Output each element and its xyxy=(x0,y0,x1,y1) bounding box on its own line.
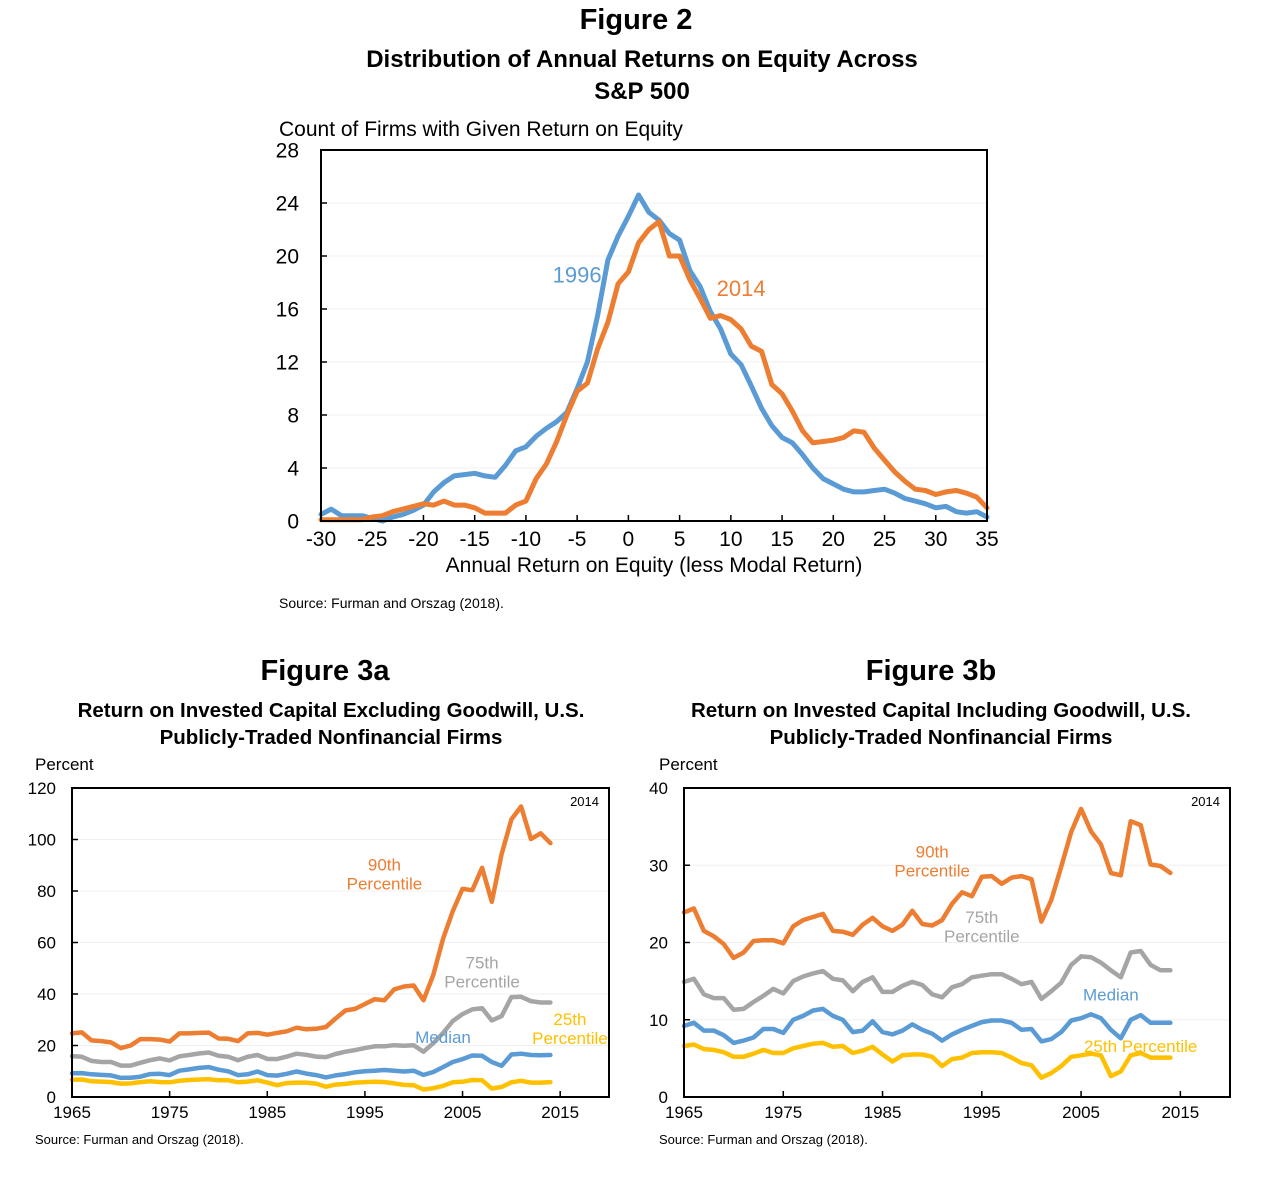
series-label-25th-percentile: Percentile xyxy=(532,1029,608,1048)
x-tick-label: 2005 xyxy=(1062,1103,1100,1122)
x-tick-label: 30 xyxy=(924,528,947,551)
x-tick-label: 1985 xyxy=(248,1103,286,1122)
series-line-75th-percentile xyxy=(681,948,1173,1012)
x-tick-label: -15 xyxy=(460,528,490,551)
x-tick-label: 1975 xyxy=(151,1103,189,1122)
series-label-median: Median xyxy=(415,1028,471,1047)
y-tick-label: 10 xyxy=(649,1011,668,1030)
x-tick-label: 1995 xyxy=(963,1103,1001,1122)
y-tick-label: 20 xyxy=(649,934,668,953)
y-tick-label: 16 xyxy=(276,299,299,322)
series-label-90th-percentile: 90th xyxy=(368,855,401,874)
x-tick-label: 25 xyxy=(873,528,896,551)
y-tick-label: 8 xyxy=(287,405,299,428)
x-tick-label: 2015 xyxy=(1161,1103,1199,1122)
figure3b-title-line1: Return on Invested Capital Including Goo… xyxy=(691,699,1191,722)
y-tick-label: 80 xyxy=(37,882,56,901)
y-tick-label: 28 xyxy=(276,140,299,163)
x-tick-label: 5 xyxy=(674,528,686,551)
figure2-number: Figure 2 xyxy=(579,4,693,36)
series-line-1996 xyxy=(318,192,990,524)
series-line-median xyxy=(69,1051,553,1081)
plot-frame xyxy=(320,149,988,522)
x-tick-label: 1985 xyxy=(864,1103,902,1122)
x-tick-label: -20 xyxy=(408,528,438,551)
y-tick-label: 60 xyxy=(37,934,56,953)
y-tick-label: 20 xyxy=(276,246,299,269)
plot-frame xyxy=(71,787,610,1098)
x-tick-label: 1965 xyxy=(53,1103,91,1122)
corner-note: 2014 xyxy=(1191,794,1220,809)
series-label-75th-percentile: 75th xyxy=(466,953,499,972)
y-tick-label: 120 xyxy=(28,779,56,798)
x-tick-label: 10 xyxy=(719,528,742,551)
figure2-title-line2: S&P 500 xyxy=(594,78,690,105)
figure3b-source: Source: Furman and Orszag (2018). xyxy=(659,1132,868,1147)
figure2-source: Source: Furman and Orszag (2018). xyxy=(279,595,504,611)
series-label-2014: 2014 xyxy=(717,276,766,301)
plot-frame xyxy=(683,787,1231,1098)
y-axis-title: Count of Firms with Given Return on Equi… xyxy=(279,118,683,141)
y-tick-label: 40 xyxy=(649,779,668,798)
series-label-90th-percentile: Percentile xyxy=(894,862,970,881)
x-tick-label: 0 xyxy=(623,528,635,551)
series-label-75th-percentile: Percentile xyxy=(444,972,520,991)
corner-note: 2014 xyxy=(570,794,599,809)
y-tick-label: 12 xyxy=(276,352,299,375)
figure3a-number: Figure 3a xyxy=(260,655,390,687)
series-line-75th-percentile xyxy=(69,994,553,1068)
x-axis-title: Annual Return on Equity (less Modal Retu… xyxy=(446,554,863,577)
y-tick-label: 24 xyxy=(276,193,300,216)
x-tick-label: 1965 xyxy=(665,1103,703,1122)
y-axis-title: Percent xyxy=(659,755,718,774)
y-tick-label: 0 xyxy=(287,511,299,534)
x-tick-label: -25 xyxy=(357,528,387,551)
series-label-75th-percentile: 75th xyxy=(965,908,998,927)
series-line-90th-percentile xyxy=(69,804,553,1051)
figure2-chart: 0 4 8 12 16 20 24 28 -30 -25 -20 -15 -10 -5 0 5 10 15 20 25… xyxy=(276,118,999,577)
y-tick-label: 0 xyxy=(47,1088,56,1107)
figure3a-title-line2: Publicly-Traded Nonfinancial Firms xyxy=(159,726,503,749)
series-line-2014 xyxy=(318,219,990,523)
series-line-90th-percentile xyxy=(681,806,1173,961)
y-tick-label: 40 xyxy=(37,985,56,1004)
series-label-25th-percentile: 25th Percentile xyxy=(1084,1037,1197,1056)
series-label-median: Median xyxy=(1083,985,1139,1004)
series-label-25th-percentile: 25th xyxy=(553,1010,586,1029)
y-tick-label: 0 xyxy=(659,1088,668,1107)
y-tick-label: 4 xyxy=(287,458,299,481)
x-tick-label: 1995 xyxy=(346,1103,384,1122)
series-line-25th-percentile xyxy=(681,1040,1173,1080)
series-label-75th-percentile: Percentile xyxy=(944,927,1020,946)
series-label-90th-percentile: Percentile xyxy=(347,874,423,893)
x-tick-label: 20 xyxy=(822,528,845,551)
figure2-title-line1: Distribution of Annual Returns on Equity… xyxy=(366,46,918,73)
figure3b-title-line2: Publicly-Traded Nonfinancial Firms xyxy=(769,726,1113,749)
series-line-median xyxy=(681,1006,1173,1046)
series-line-25th-percentile xyxy=(69,1076,553,1092)
x-tick-label: -30 xyxy=(306,528,336,551)
series-label-1996: 1996 xyxy=(553,263,602,288)
x-tick-label: -10 xyxy=(511,528,541,551)
figure3a-title-line1: Return on Invested Capital Excluding Goo… xyxy=(77,699,585,722)
x-tick-label: 2015 xyxy=(541,1103,579,1122)
x-tick-label: 15 xyxy=(770,528,793,551)
y-axis-title: Percent xyxy=(35,755,94,774)
x-tick-label: 2005 xyxy=(444,1103,482,1122)
x-tick-label: -5 xyxy=(568,528,587,551)
figure3a-source: Source: Furman and Orszag (2018). xyxy=(35,1132,244,1147)
x-tick-label: 1975 xyxy=(764,1103,802,1122)
y-tick-label: 100 xyxy=(28,831,56,850)
figure3b-number: Figure 3b xyxy=(865,655,997,687)
series-label-90th-percentile: 90th xyxy=(916,843,949,862)
y-tick-label: 20 xyxy=(37,1037,56,1056)
y-tick-label: 30 xyxy=(649,856,668,875)
x-tick-label: 35 xyxy=(975,528,998,551)
figure3a-chart: 0 20 40 60 80 100 120 1965 1975 1985 1995 2005 2015 9… xyxy=(28,755,610,1122)
